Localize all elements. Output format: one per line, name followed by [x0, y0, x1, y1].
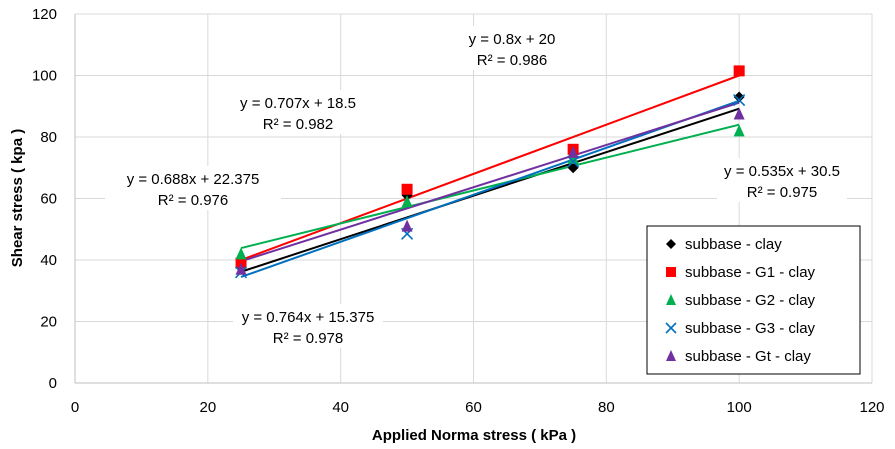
- legend-label: subbase - Gt - clay: [685, 348, 811, 365]
- y-tick-label: 40: [40, 252, 57, 269]
- x-tick-label: 100: [727, 399, 752, 416]
- data-point: [401, 183, 413, 195]
- trendline: [240, 107, 740, 273]
- data-point: [733, 91, 745, 103]
- y-axis-title: Shear stress ( kpa ): [9, 129, 26, 267]
- trendline-equation: y = 0.707x + 18.5: [240, 95, 356, 112]
- data-points: [234, 65, 746, 279]
- trendline: [240, 101, 740, 263]
- legend-label: subbase - G1 - clay: [685, 264, 816, 281]
- equation-label-bg: [233, 304, 383, 348]
- legend-marker: [666, 239, 676, 249]
- trendline-equation: y = 0.8x + 20: [469, 31, 556, 48]
- equation-label-bg: [105, 166, 281, 210]
- y-tick-label: 60: [40, 191, 57, 208]
- data-point: [401, 219, 413, 232]
- y-tick-label: 20: [40, 314, 57, 331]
- legend-label: subbase - clay: [685, 236, 782, 253]
- x-tick-label: 120: [859, 399, 884, 416]
- equation-label-bg: [233, 90, 363, 134]
- trendline-equations: y = 0.707x + 18.5 R² = 0.982 y = 0.8x + 20…: [105, 26, 847, 348]
- x-axis-title: Applied Norma stress ( kPa ): [372, 427, 576, 444]
- y-tick-label: 0: [49, 375, 57, 392]
- x-tick-label: 40: [332, 399, 349, 416]
- x-tick-label: 20: [199, 399, 216, 416]
- legend: subbase - clay subbase - G1 - clay subbase…: [646, 225, 861, 375]
- axes: 0 20 40 60 80 100 120 0 20 40 60 80 100 120: [32, 6, 885, 416]
- trendline-r-squared: R² = 0.978: [273, 330, 343, 347]
- data-point: [567, 152, 579, 165]
- data-point: [733, 65, 745, 77]
- legend-marker: [666, 350, 676, 361]
- equation-label-bg: [717, 158, 847, 202]
- legend-label: subbase - G2 - clay: [685, 292, 816, 309]
- data-point-stroke: [733, 94, 746, 107]
- data-point: [401, 195, 413, 208]
- data-point: [235, 262, 247, 275]
- data-point: [733, 124, 745, 137]
- y-tick-label: 100: [32, 68, 57, 85]
- trendline-equation: y = 0.688x + 22.375: [127, 171, 260, 188]
- trendline-equation: y = 0.535x + 30.5: [724, 163, 840, 180]
- legend-label: subbase - G3 - clay: [685, 320, 816, 337]
- legend-marker: [665, 322, 677, 334]
- data-point: [733, 94, 746, 107]
- y-tick-label: 120: [32, 6, 57, 23]
- data-point: [235, 247, 247, 260]
- trendline: [240, 123, 740, 250]
- legend-marker: [666, 294, 676, 305]
- x-tick-label: 80: [598, 399, 615, 416]
- trendline-equation: y = 0.764x + 15.375: [242, 309, 375, 326]
- trendline-r-squared: R² = 0.975: [747, 184, 817, 201]
- x-tick-label: 0: [71, 399, 79, 416]
- trendline-r-squared: R² = 0.976: [158, 192, 228, 209]
- legend-box: [646, 225, 861, 375]
- data-point: [733, 107, 745, 120]
- equation-label-bg: [452, 26, 572, 70]
- data-point-stroke: [567, 155, 580, 168]
- trendline: [240, 74, 740, 261]
- trendline-r-squared: R² = 0.982: [263, 116, 333, 133]
- y-tick-label: 80: [40, 129, 57, 146]
- trendline-r-squared: R² = 0.986: [477, 52, 547, 69]
- legend-marker-stroke: [665, 322, 677, 334]
- legend-marker: [666, 267, 676, 277]
- x-tick-label: 60: [465, 399, 482, 416]
- trendlines: [240, 74, 740, 278]
- data-point: [567, 155, 580, 168]
- data-point: [567, 145, 579, 158]
- trendline: [240, 99, 740, 278]
